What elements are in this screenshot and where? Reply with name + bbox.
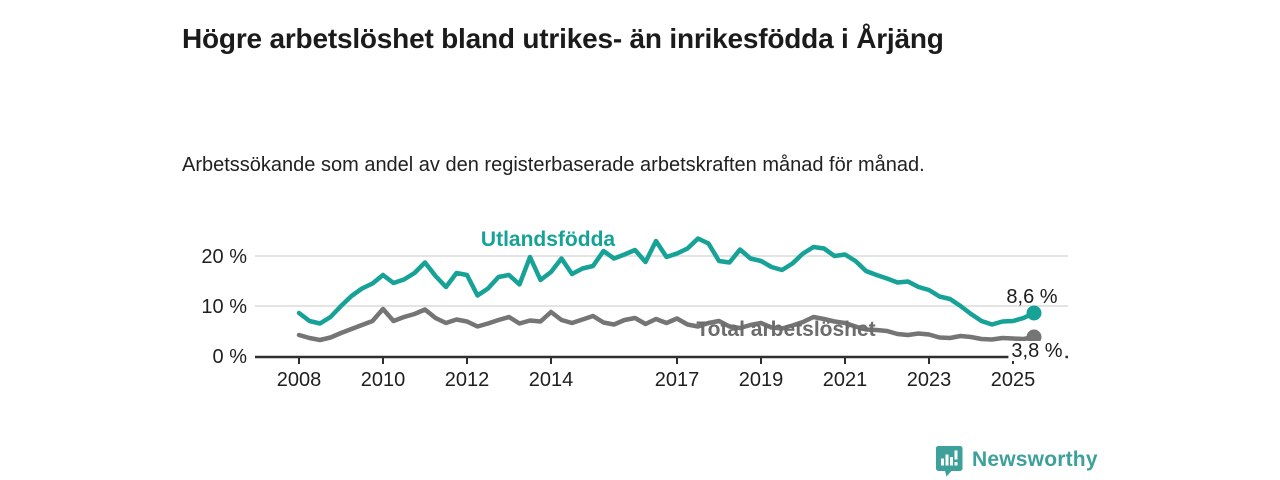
x-tick-label-2021: 2021 <box>823 369 868 391</box>
newsworthy-logo-icon <box>935 446 963 477</box>
series-label-total-arbetsloshet: Total arbetslöshet <box>696 318 876 341</box>
x-tick-label-2008: 2008 <box>277 369 322 391</box>
series-line-utlandsfodda <box>296 236 1037 327</box>
x-tick-label-2010: 2010 <box>361 369 406 391</box>
x-tick-label-2014: 2014 <box>529 369 574 391</box>
chart-subtitle: Arbetssökande som andel av den registerb… <box>182 154 925 176</box>
x-tick-label-2017: 2017 <box>655 369 700 391</box>
series-label-utlandsfodda: Utlandsfödda <box>480 228 616 251</box>
brand-name: Newsworthy <box>972 448 1098 471</box>
end-value-label-utlandsfodda: 8,6 % <box>1006 286 1058 308</box>
y-tick-label-10: 10 % <box>201 296 247 318</box>
brand-footer: Newsworthy <box>935 446 1098 477</box>
x-tick-label-2025: 2025 <box>991 369 1036 391</box>
end-dot-utlandsfodda <box>1026 305 1042 321</box>
y-tick-label-20: 20 % <box>201 246 247 268</box>
end-value-label-total: 3,8 % <box>1008 341 1066 361</box>
x-tick-label-2019: 2019 <box>739 369 784 391</box>
y-tick-label-0: 0 % <box>213 346 248 368</box>
page-title: Högre arbetslöshet bland utrikes- än inr… <box>182 22 944 54</box>
series-line-total <box>296 306 1037 343</box>
end-dot-total <box>1026 329 1042 345</box>
x-tick-label-2012: 2012 <box>445 369 490 391</box>
x-tick-label-2023: 2023 <box>907 369 952 391</box>
